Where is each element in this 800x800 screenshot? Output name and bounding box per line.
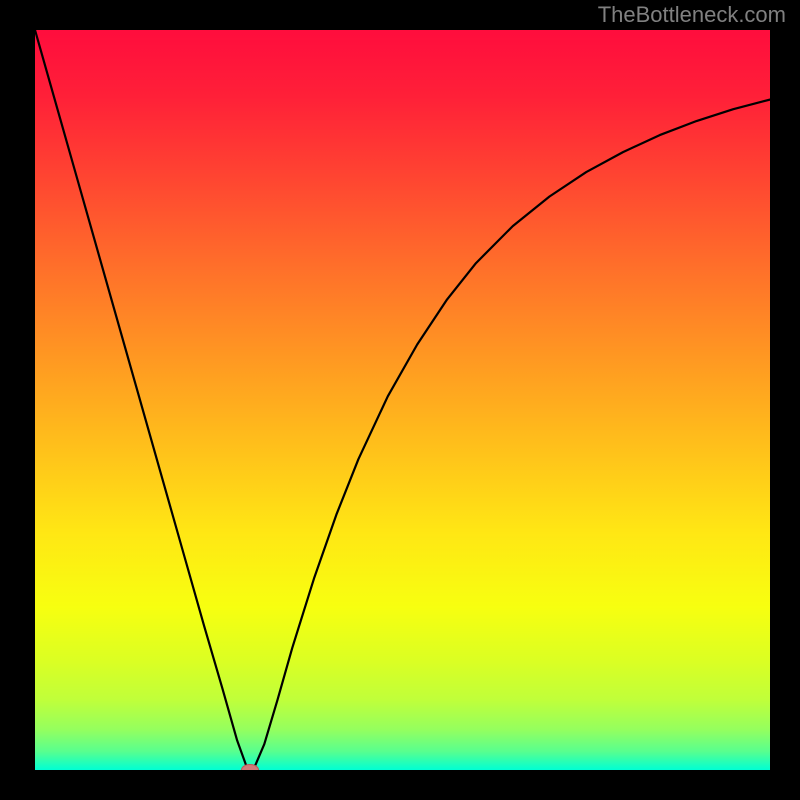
bottleneck-curve <box>35 30 770 770</box>
chart-frame <box>0 0 800 800</box>
minimum-marker <box>241 764 259 770</box>
plot-area <box>35 30 770 770</box>
watermark-label: TheBottleneck.com <box>598 2 786 28</box>
